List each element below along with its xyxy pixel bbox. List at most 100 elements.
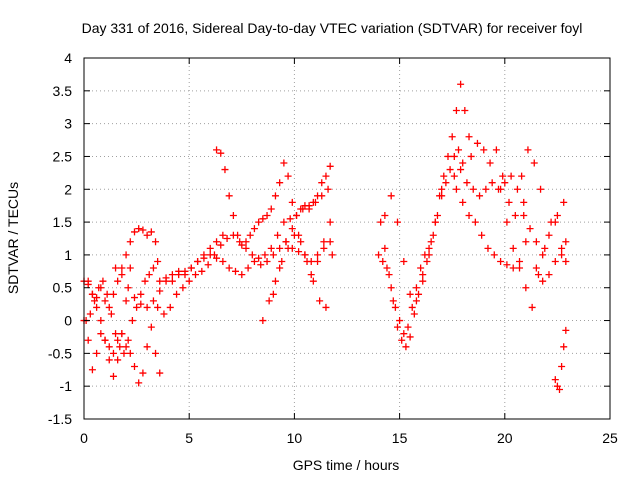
series-s11 [377,80,473,351]
data-point [93,349,101,357]
data-point [135,225,143,233]
data-point [250,257,258,265]
data-point [539,251,547,259]
data-point [114,356,122,364]
data-point [91,297,99,305]
data-point [225,192,233,200]
y-tick-labels: -1.5 -1 -0.5 0 0.5 1 1.5 2 2.5 3 3.5 4 [48,50,72,427]
data-point [124,284,132,292]
data-point [145,271,153,279]
data-point [438,192,446,200]
data-point [326,238,334,246]
data-point [286,215,294,223]
data-point [280,218,288,226]
data-point [135,379,143,387]
data-point [118,271,126,279]
y-tick-label: -1 [60,378,73,394]
data-point [305,205,313,213]
data-point [293,212,301,220]
data-point [389,297,397,305]
data-point [501,179,509,187]
data-point [541,244,549,252]
data-point [112,264,120,272]
data-point [192,271,200,279]
data-point [558,244,566,252]
data-point [126,238,134,246]
data-point [556,385,564,393]
data-point [558,362,566,370]
data-point [469,185,477,193]
data-point [156,369,164,377]
data-point [223,235,231,242]
data-point [450,172,458,180]
data-point [143,343,151,351]
data-point [149,297,157,305]
series-s18 [532,238,570,285]
data-point [301,202,309,210]
data-point [457,80,465,88]
data-point [425,251,433,259]
data-point [522,284,530,292]
x-tick-label: 0 [80,430,88,446]
data-point [143,231,151,239]
data-point [130,294,138,302]
data-point [490,251,498,259]
data-point [530,159,538,167]
data-point [154,257,162,265]
data-point [412,284,420,292]
data-point [250,225,258,233]
data-point [114,277,122,285]
data-point [168,277,176,285]
data-point [271,192,279,200]
data-point [385,271,393,279]
data-point [387,192,395,200]
data-point [284,244,292,252]
data-point [231,267,239,275]
x-tick-label: 10 [287,430,303,446]
y-tick-label: 2 [64,181,72,197]
axis-ticks [83,57,611,420]
data-point [473,139,481,147]
data-point [86,310,94,318]
data-point [255,254,263,262]
data-point [225,264,233,272]
data-point [427,238,435,246]
data-point [101,336,109,344]
data-point [185,277,193,285]
y-tick-label: 0.5 [53,280,73,296]
data-point [417,264,425,272]
data-point [114,336,122,344]
data-point [400,257,408,265]
data-point [168,271,176,279]
data-point [391,303,399,311]
data-point [482,185,490,193]
data-point [295,248,303,256]
series-s14 [450,166,528,206]
data-point [383,264,391,272]
data-point [147,228,155,236]
data-point [511,212,519,220]
data-point [484,244,492,252]
series-s20 [551,326,570,393]
data-point [539,277,547,285]
data-point [507,172,515,180]
data-point [551,376,559,384]
data-point [375,251,383,259]
data-point [124,336,132,344]
data-point [509,244,517,252]
data-point [446,166,454,174]
data-point [99,277,107,285]
data-point [423,257,431,265]
data-point [246,231,254,239]
data-point [234,231,242,239]
data-point [326,162,334,170]
data-point [406,333,414,341]
data-point [130,228,138,236]
data-point [152,349,160,357]
data-point [307,271,315,279]
data-point [84,336,92,344]
data-point [288,198,296,206]
series-s19 [520,212,570,265]
chart-title: Day 331 of 2016, Sidereal Day-to-day VTE… [82,20,583,36]
data-point [101,297,109,305]
